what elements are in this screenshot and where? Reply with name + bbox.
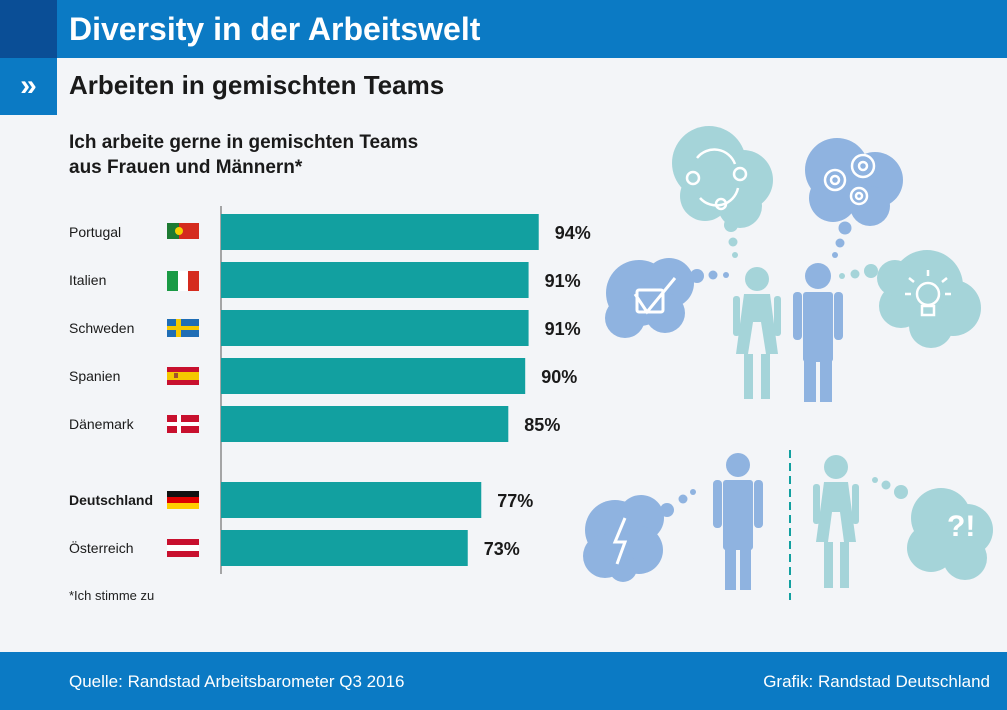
austria-flag-icon-part (167, 539, 199, 545)
footnote: *Ich stimme zu (69, 588, 155, 603)
question-exclamation-icon: ?! (947, 510, 975, 543)
bar (221, 358, 526, 394)
category-label: Portugal (69, 224, 121, 240)
woman-icon (733, 267, 781, 399)
denmark-flag-icon (167, 415, 199, 433)
spain-flag-icon-part (167, 372, 199, 380)
illustration: ?! (583, 126, 993, 600)
sweden-flag-icon (167, 319, 199, 337)
lightbulb-icon (905, 270, 951, 317)
italy-flag-icon-part (188, 271, 199, 291)
germany-flag-icon-part (167, 491, 199, 497)
value-label: 91% (545, 319, 581, 339)
chart-question: Ich arbeite gerne in gemischten Teams au… (69, 130, 489, 180)
header-band (0, 0, 1007, 58)
germany-flag-icon-part (167, 503, 199, 509)
austria-flag-icon-part (167, 551, 199, 557)
category-label: Österreich (69, 539, 134, 556)
footer-band (0, 652, 1007, 710)
gears-icon (823, 153, 876, 206)
bar (221, 310, 529, 346)
italy-flag-icon-part (178, 271, 188, 291)
category-label: Italien (69, 272, 106, 288)
italy-flag-icon-part (167, 271, 178, 291)
italy-flag-icon (167, 271, 199, 291)
portugal-flag-icon-part (175, 227, 183, 235)
woman-icon (813, 455, 859, 588)
category-label: Schweden (69, 320, 134, 336)
austria-flag-icon (167, 539, 199, 557)
value-label: 85% (524, 415, 560, 435)
page-title: Diversity in der Arbeitswelt (69, 11, 481, 47)
portugal-flag-icon-part (179, 223, 199, 239)
germany-flag-icon (167, 491, 199, 509)
checkmark-cloud (605, 258, 694, 338)
bar (221, 262, 529, 298)
bar-chart: Portugal 94% Italien 91% Schweden 91% Spanien 9… (69, 206, 591, 574)
bar (221, 530, 468, 566)
chevron-icon: » (0, 58, 57, 115)
sweden-flag-icon-part (167, 326, 199, 330)
question-cloud: ?! (907, 488, 993, 580)
credit-text: Grafik: Randstad Deutschland (763, 672, 990, 691)
denmark-flag-icon-part (167, 422, 199, 426)
svg-text:?!: ?! (947, 510, 975, 543)
man-icon (713, 453, 763, 590)
chart-subtitle: Arbeiten in gemischten Teams (69, 70, 445, 100)
spain-flag-icon (167, 367, 199, 385)
checkmark-icon (633, 277, 677, 315)
man-icon (793, 263, 843, 402)
gears-cloud (805, 138, 903, 226)
lightning-icon (612, 517, 628, 565)
category-label: Dänemark (69, 416, 135, 432)
bar (221, 482, 482, 518)
bar (221, 406, 509, 442)
germany-flag-icon-part (167, 497, 199, 503)
austria-flag-icon-part (167, 545, 199, 551)
lightning-cloud (583, 495, 664, 582)
portugal-flag-icon-part (167, 223, 179, 239)
value-label: 73% (484, 539, 520, 559)
cycle-cloud (672, 126, 773, 228)
category-label: Spanien (69, 368, 120, 384)
portugal-flag-icon (167, 223, 199, 239)
value-label: 94% (555, 223, 591, 243)
source-text: Quelle: Randstad Arbeitsbarometer Q3 201… (69, 672, 405, 691)
lightbulb-cloud (877, 250, 981, 348)
value-label: 90% (541, 367, 577, 387)
cycle-icon (685, 148, 748, 211)
spain-flag-icon-part (174, 373, 178, 378)
bar (221, 214, 539, 250)
question-line-2: aus Frauen und Männern* (69, 157, 303, 178)
category-label: Deutschland (69, 492, 153, 508)
question-line-1: Ich arbeite gerne in gemischten Teams (69, 132, 419, 153)
header-accent (0, 0, 57, 58)
value-label: 91% (545, 271, 581, 291)
value-label: 77% (497, 491, 533, 511)
